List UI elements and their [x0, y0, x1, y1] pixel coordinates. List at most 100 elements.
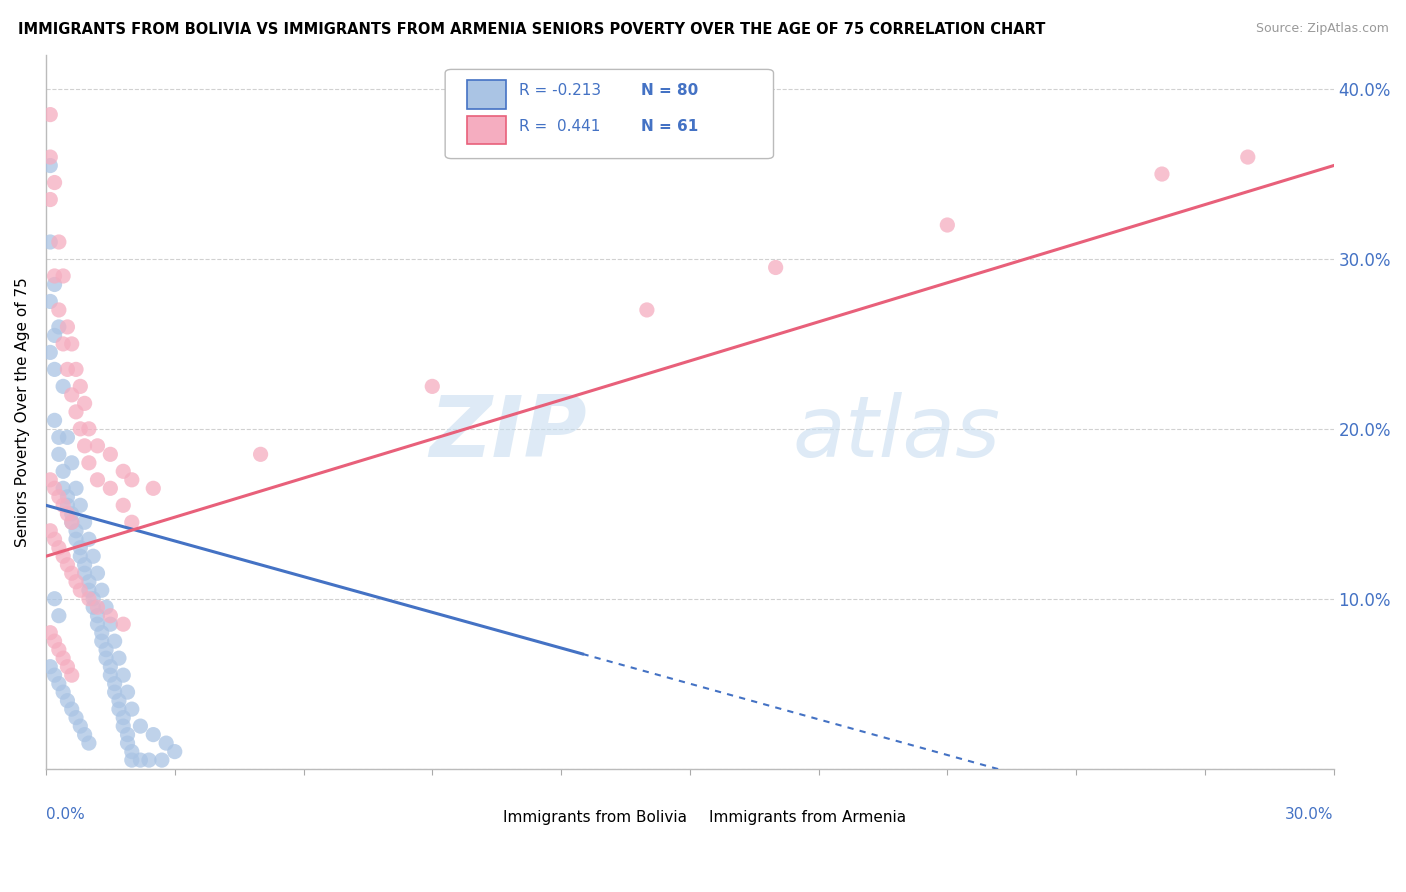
Point — [56, 490, 79, 504]
Point — [121, 473, 143, 487]
Point — [108, 693, 131, 707]
Point — [69, 379, 91, 393]
Point — [82, 600, 104, 615]
Text: R =  0.441: R = 0.441 — [519, 119, 600, 134]
Point — [48, 447, 70, 461]
Point — [86, 600, 108, 615]
Point — [39, 473, 62, 487]
Point — [44, 668, 66, 682]
Point — [98, 608, 121, 623]
Point — [56, 362, 79, 376]
Point — [56, 558, 79, 572]
Point — [48, 642, 70, 657]
Point — [112, 719, 135, 733]
Point — [98, 481, 121, 495]
Point — [108, 651, 131, 665]
Point — [138, 753, 160, 767]
Point — [48, 320, 70, 334]
Point — [636, 302, 658, 317]
Point — [163, 745, 186, 759]
Point — [104, 634, 127, 648]
Point — [73, 396, 96, 410]
FancyBboxPatch shape — [467, 80, 506, 109]
Point — [52, 685, 75, 699]
Point — [77, 583, 100, 598]
Point — [65, 362, 87, 376]
Point — [112, 617, 135, 632]
Point — [48, 676, 70, 690]
Point — [249, 447, 271, 461]
Point — [60, 516, 83, 530]
Point — [765, 260, 787, 275]
Point — [44, 591, 66, 606]
Point — [77, 422, 100, 436]
Point — [86, 617, 108, 632]
Point — [104, 685, 127, 699]
Point — [77, 574, 100, 589]
Point — [98, 668, 121, 682]
Point — [129, 719, 152, 733]
Point — [44, 533, 66, 547]
Point — [39, 193, 62, 207]
Point — [44, 328, 66, 343]
Point — [420, 379, 443, 393]
Point — [129, 753, 152, 767]
Point — [52, 379, 75, 393]
Point — [56, 693, 79, 707]
Point — [52, 651, 75, 665]
Y-axis label: Seniors Poverty Over the Age of 75: Seniors Poverty Over the Age of 75 — [15, 277, 30, 547]
Point — [52, 337, 75, 351]
Point — [48, 235, 70, 249]
Text: N = 80: N = 80 — [641, 83, 699, 98]
Point — [94, 642, 117, 657]
Point — [56, 507, 79, 521]
Point — [39, 150, 62, 164]
Point — [60, 702, 83, 716]
Text: Immigrants from Bolivia: Immigrants from Bolivia — [503, 810, 688, 825]
Point — [117, 728, 139, 742]
Point — [98, 659, 121, 673]
Point — [117, 736, 139, 750]
FancyBboxPatch shape — [467, 116, 506, 145]
Point — [65, 481, 87, 495]
Point — [1150, 167, 1173, 181]
Point — [121, 753, 143, 767]
Point — [69, 549, 91, 564]
Point — [73, 566, 96, 581]
Point — [77, 456, 100, 470]
Text: ZIP: ZIP — [429, 392, 586, 475]
Point — [112, 498, 135, 512]
Point — [112, 668, 135, 682]
Point — [86, 608, 108, 623]
Point — [86, 566, 108, 581]
Point — [39, 524, 62, 538]
Point — [142, 728, 165, 742]
Point — [73, 558, 96, 572]
Point — [73, 516, 96, 530]
Point — [1236, 150, 1258, 164]
Point — [52, 481, 75, 495]
Point — [65, 524, 87, 538]
Point — [121, 745, 143, 759]
Point — [82, 591, 104, 606]
Point — [69, 583, 91, 598]
Point — [56, 659, 79, 673]
Text: atlas: atlas — [793, 392, 1001, 475]
Point — [65, 405, 87, 419]
FancyBboxPatch shape — [446, 70, 773, 159]
Point — [65, 574, 87, 589]
Point — [142, 481, 165, 495]
Point — [60, 566, 83, 581]
Point — [936, 218, 959, 232]
Point — [73, 439, 96, 453]
Point — [104, 676, 127, 690]
Text: N = 61: N = 61 — [641, 119, 699, 134]
Point — [150, 753, 173, 767]
Point — [121, 516, 143, 530]
Point — [48, 490, 70, 504]
Point — [77, 736, 100, 750]
Point — [52, 498, 75, 512]
FancyBboxPatch shape — [461, 807, 496, 829]
Point — [69, 719, 91, 733]
Point — [98, 447, 121, 461]
